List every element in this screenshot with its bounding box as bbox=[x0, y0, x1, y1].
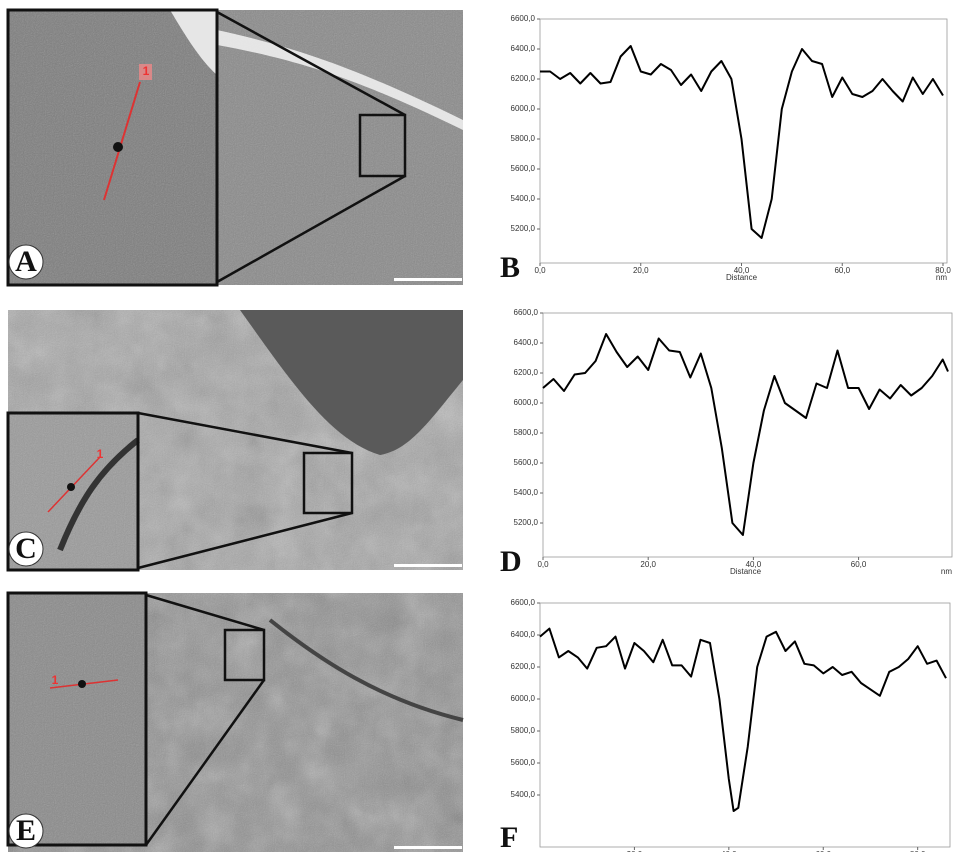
y-tick-label: 5600,0 bbox=[511, 758, 536, 767]
profile-line bbox=[542, 333, 949, 536]
profile-line bbox=[540, 45, 944, 239]
panel-badge bbox=[8, 244, 44, 280]
micrograph-c bbox=[6, 310, 463, 572]
y-tick-label: 6600,0 bbox=[511, 598, 536, 607]
plot-frame bbox=[539, 18, 948, 264]
panel-label: C bbox=[15, 532, 37, 565]
x-axis-unit: nm bbox=[941, 567, 952, 576]
y-tick-label: 6000,0 bbox=[511, 104, 536, 113]
plot-frame bbox=[539, 602, 951, 848]
x-tick-label: 20,0 bbox=[627, 850, 643, 852]
panel-label: A bbox=[15, 245, 37, 278]
x-tick-label: 20,0 bbox=[633, 266, 649, 275]
y-tick-label: 6000,0 bbox=[514, 398, 539, 407]
y-tick-label: 5400,0 bbox=[514, 488, 539, 497]
panel-label: E bbox=[16, 814, 36, 847]
y-tick-label: 5800,0 bbox=[511, 726, 536, 735]
y-tick-label: 6600,0 bbox=[514, 308, 539, 317]
plot-frame bbox=[542, 312, 953, 558]
panel-label: B bbox=[500, 251, 520, 284]
x-tick-label: 80,0 bbox=[935, 266, 951, 275]
micrograph-a bbox=[6, 8, 463, 287]
y-tick-label: 5200,0 bbox=[514, 518, 539, 527]
y-tick-label: 5400,0 bbox=[511, 194, 536, 203]
y-tick-label: 6200,0 bbox=[511, 662, 536, 671]
x-axis-label: Distance bbox=[726, 273, 758, 282]
x-tick-label: 60,0 bbox=[815, 850, 831, 852]
x-tick-label: 40,0 bbox=[746, 560, 762, 569]
y-tick-label: 6200,0 bbox=[511, 74, 536, 83]
x-tick-label: 80,0 bbox=[910, 850, 926, 852]
x-axis-unit: nm bbox=[936, 273, 947, 282]
y-tick-label: 6400,0 bbox=[511, 630, 536, 639]
x-tick-label: 60,0 bbox=[834, 266, 850, 275]
y-tick-label: 6600,0 bbox=[511, 14, 536, 23]
y-tick-label: 5800,0 bbox=[514, 428, 539, 437]
x-tick-label: 20,0 bbox=[640, 560, 656, 569]
y-tick-label: 5200,0 bbox=[511, 224, 536, 233]
measure-label: 1 bbox=[52, 673, 59, 687]
measure-label: 1 bbox=[97, 447, 104, 461]
y-tick-label: 5400,0 bbox=[511, 790, 536, 799]
y-tick-label: 6400,0 bbox=[514, 338, 539, 347]
micrograph-e bbox=[6, 591, 464, 852]
y-tick-label: 5800,0 bbox=[511, 134, 536, 143]
y-tick-label: 6200,0 bbox=[514, 368, 539, 377]
y-tick-label: 5600,0 bbox=[514, 458, 539, 467]
x-tick-label: 60,0 bbox=[851, 560, 867, 569]
profile-line bbox=[539, 627, 947, 812]
panel-label: D bbox=[500, 545, 522, 578]
x-tick-label: 0,0 bbox=[537, 560, 549, 569]
x-tick-label: 40,0 bbox=[721, 850, 737, 852]
y-tick-label: 5600,0 bbox=[511, 164, 536, 173]
x-tick-label: 0,0 bbox=[534, 266, 546, 275]
y-tick-label: 6400,0 bbox=[511, 44, 536, 53]
y-tick-label: 6000,0 bbox=[511, 694, 536, 703]
panel-badge bbox=[8, 531, 44, 567]
panel-badge bbox=[8, 813, 44, 849]
x-tick-label: 40,0 bbox=[734, 266, 750, 275]
panel-label: F bbox=[500, 821, 518, 852]
x-axis-label: Distance bbox=[730, 567, 762, 576]
measure-label: 1 bbox=[143, 64, 150, 78]
